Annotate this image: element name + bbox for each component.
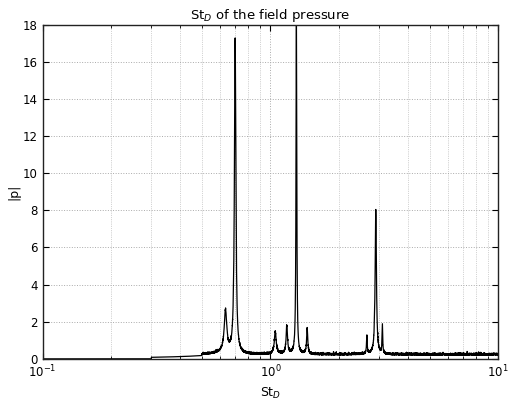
Title: St$_{D}$ of the field pressure: St$_{D}$ of the field pressure [190, 7, 350, 24]
Y-axis label: |p|: |p| [7, 184, 20, 200]
X-axis label: St$_{D}$: St$_{D}$ [260, 386, 281, 401]
